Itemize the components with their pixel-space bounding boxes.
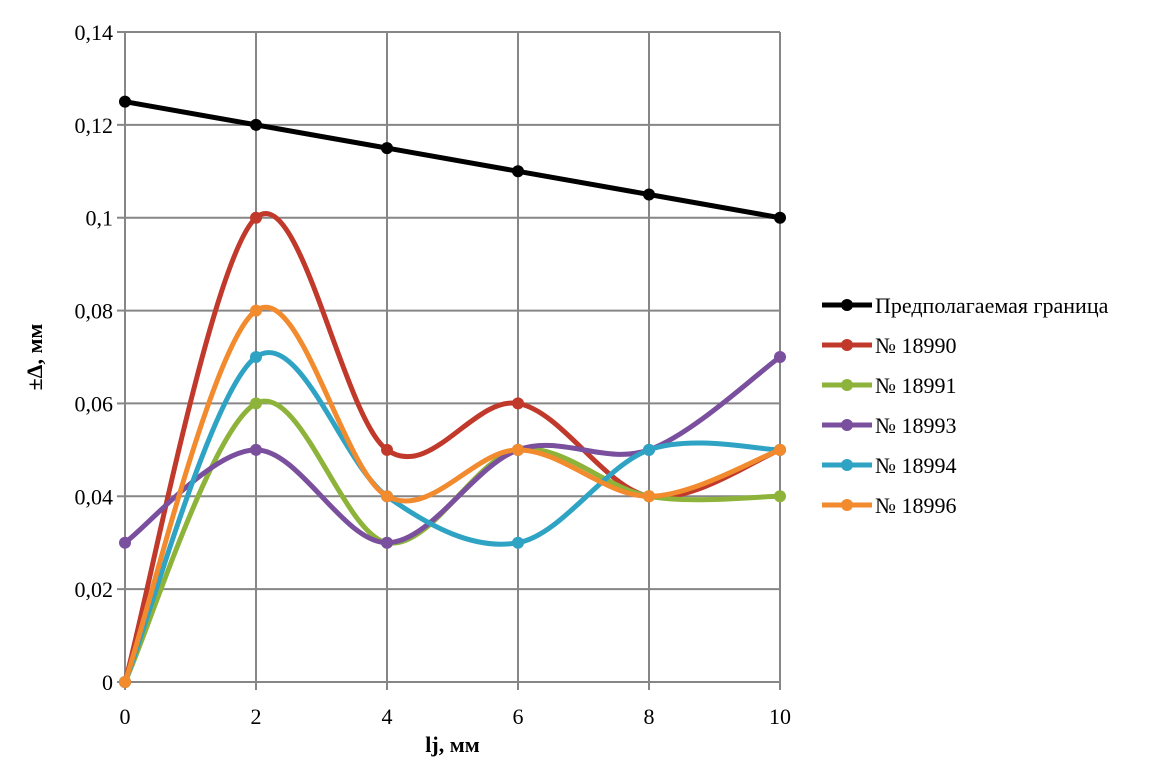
- y-tick-label: 0,14: [75, 20, 114, 45]
- data-point: [381, 536, 393, 549]
- legend-swatch-marker: [841, 299, 853, 311]
- y-tick-label: 0,04: [75, 484, 114, 509]
- data-point: [512, 443, 524, 456]
- series-line: [122, 350, 783, 685]
- x-tick-label: 4: [382, 704, 393, 729]
- data-point: [381, 142, 393, 155]
- series-group: [119, 95, 786, 688]
- series-line: [122, 354, 783, 546]
- data-point: [250, 118, 262, 131]
- series-5: [119, 304, 786, 688]
- x-tick-label: 6: [513, 704, 524, 729]
- y-tick-label: 0: [102, 670, 113, 695]
- data-point: [250, 304, 262, 317]
- legend-item: № 18990: [822, 333, 957, 358]
- data-point: [774, 211, 786, 224]
- x-tick-label: 8: [644, 704, 655, 729]
- axes: 0 0,02 0,04 0,06 0,08 0,1 0,12 0,14 0 2 4 6 8 10: [75, 20, 792, 729]
- data-point: [774, 351, 786, 363]
- legend-swatch-marker: [841, 379, 853, 391]
- x-tick-label: 0: [120, 704, 131, 729]
- data-point: [119, 95, 131, 108]
- y-axis-title: ±Δ, мм: [22, 324, 47, 391]
- x-axis-title: lj, мм: [425, 732, 479, 757]
- data-point: [250, 351, 262, 363]
- data-point: [119, 676, 131, 688]
- series-0: [119, 95, 786, 224]
- legend-swatch-marker: [841, 419, 853, 431]
- data-point: [643, 443, 655, 456]
- data-point: [643, 490, 655, 503]
- legend-item: Предполагаемая граница: [822, 293, 1109, 318]
- x-tick-label: 10: [769, 704, 791, 729]
- legend-label: № 18993: [875, 413, 957, 438]
- data-point: [774, 490, 786, 503]
- data-point: [643, 188, 655, 201]
- data-point: [381, 490, 393, 503]
- legend-label: Предполагаемая граница: [875, 293, 1109, 318]
- series-line: [122, 99, 783, 221]
- y-tick-label: 0,08: [75, 299, 114, 324]
- data-point: [512, 536, 524, 549]
- y-tick-label: 0,02: [75, 577, 114, 602]
- data-point: [774, 443, 786, 456]
- y-tick-label: 0,1: [86, 206, 114, 231]
- x-tick-label: 2: [251, 704, 262, 729]
- legend-item: № 18991: [822, 373, 957, 398]
- data-point: [119, 536, 131, 549]
- y-tick-label: 0,12: [75, 113, 114, 138]
- legend-item: № 18994: [822, 453, 957, 478]
- legend-swatch-marker: [841, 459, 853, 471]
- data-point: [250, 397, 262, 410]
- y-tick-label: 0,06: [75, 391, 114, 416]
- grid: [125, 31, 781, 682]
- legend-item: № 18993: [822, 413, 957, 438]
- series-4: [119, 350, 786, 688]
- data-point: [381, 443, 393, 456]
- legend-label: № 18996: [875, 493, 957, 518]
- data-point: [512, 397, 524, 410]
- legend-label: № 18994: [875, 453, 957, 478]
- data-point: [250, 443, 262, 456]
- legend: Предполагаемая граница № 18990 № 18991 № 18…: [822, 293, 1109, 518]
- legend-item: № 18996: [822, 493, 957, 518]
- data-point: [512, 165, 524, 178]
- legend-label: № 18991: [875, 373, 957, 398]
- legend-label: № 18990: [875, 333, 957, 358]
- legend-swatch-marker: [841, 339, 853, 351]
- data-point: [250, 211, 262, 224]
- legend-swatch-marker: [841, 499, 853, 511]
